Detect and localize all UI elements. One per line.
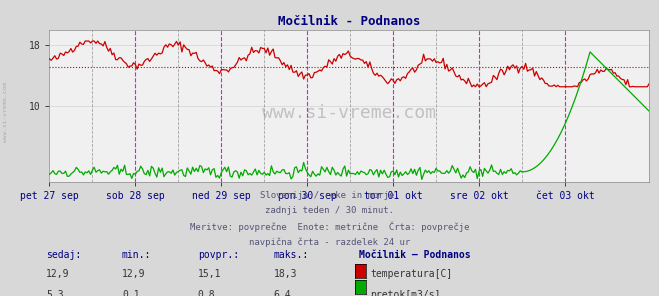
Text: 6,4: 6,4 (273, 290, 291, 296)
Text: Slovenija / reke in morje.: Slovenija / reke in morje. (260, 191, 399, 200)
Text: sedaj:: sedaj: (46, 250, 81, 260)
Text: 15,1: 15,1 (198, 269, 221, 279)
Text: www.si-vreme.com: www.si-vreme.com (3, 83, 8, 142)
Text: Meritve: povprečne  Enote: metrične  Črta: povprečje: Meritve: povprečne Enote: metrične Črta:… (190, 222, 469, 232)
Text: pretok[m3/s]: pretok[m3/s] (370, 290, 441, 296)
Text: Močilnik – Podnanos: Močilnik – Podnanos (359, 250, 471, 260)
Text: min.:: min.: (122, 250, 152, 260)
Text: 0,8: 0,8 (198, 290, 215, 296)
Text: povpr.:: povpr.: (198, 250, 239, 260)
Text: 18,3: 18,3 (273, 269, 297, 279)
Text: navpična črta - razdelek 24 ur: navpična črta - razdelek 24 ur (249, 237, 410, 247)
Text: 0,1: 0,1 (122, 290, 140, 296)
Text: zadnji teden / 30 minut.: zadnji teden / 30 minut. (265, 206, 394, 215)
Text: 12,9: 12,9 (46, 269, 70, 279)
Text: 12,9: 12,9 (122, 269, 146, 279)
Text: www.si-vreme.com: www.si-vreme.com (262, 104, 436, 123)
Text: temperatura[C]: temperatura[C] (370, 269, 453, 279)
Text: 5,3: 5,3 (46, 290, 64, 296)
Title: Močilnik - Podnanos: Močilnik - Podnanos (278, 15, 420, 28)
Text: maks.:: maks.: (273, 250, 308, 260)
